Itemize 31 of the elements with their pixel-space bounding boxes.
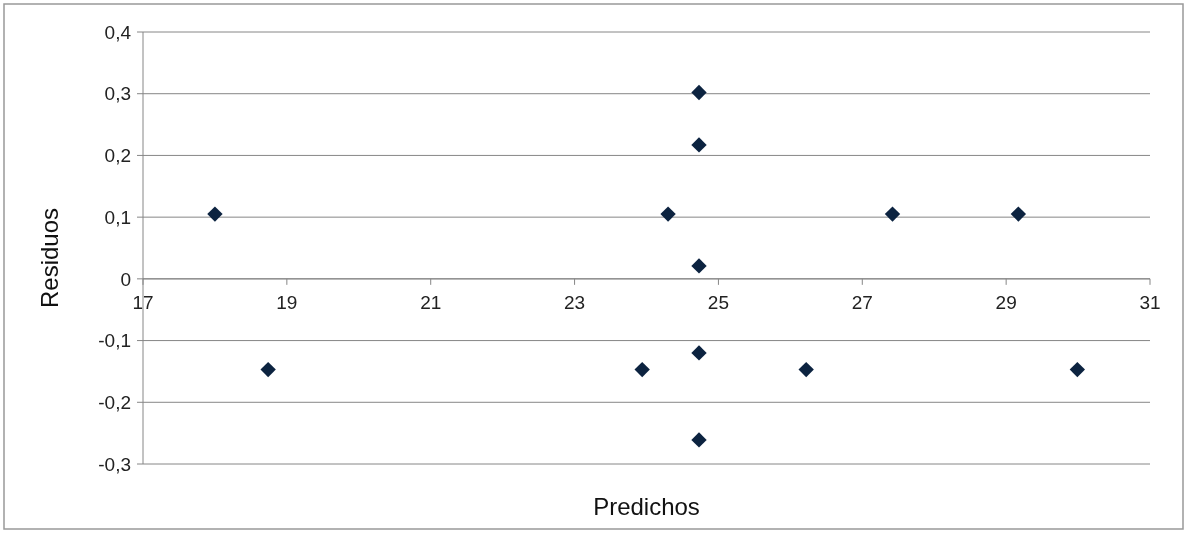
x-tick-label: 23 — [564, 291, 586, 313]
x-axis-title: Predichos — [593, 493, 700, 520]
y-tick-label: 0,3 — [104, 83, 131, 105]
x-tick-label: 19 — [276, 291, 298, 313]
y-tick-label: 0,2 — [104, 145, 131, 167]
point — [691, 84, 707, 101]
x-tick-label: 31 — [1139, 291, 1161, 313]
y-tick-label: 0,4 — [104, 21, 132, 43]
point — [634, 361, 650, 378]
x-tick-label: 25 — [707, 291, 729, 313]
x-tick-label: 17 — [132, 291, 154, 313]
y-tick-label: -0,3 — [98, 453, 131, 475]
x-tick-label: 29 — [995, 291, 1017, 313]
point — [660, 206, 676, 222]
point — [798, 361, 814, 378]
y-tick-label: 0,1 — [104, 206, 131, 228]
point — [260, 361, 276, 378]
x-tick-label: 27 — [851, 291, 873, 313]
point — [1069, 361, 1086, 378]
y-tick-label: 0 — [120, 268, 131, 290]
point — [691, 258, 707, 274]
point — [691, 432, 707, 448]
point — [691, 345, 707, 361]
point — [691, 137, 707, 153]
y-axis-title: Residuos — [36, 207, 63, 309]
point — [1010, 206, 1027, 222]
point — [207, 206, 223, 222]
y-tick-label: -0,1 — [98, 330, 131, 352]
y-tick-label: -0,2 — [98, 391, 131, 413]
point — [884, 206, 901, 222]
x-tick-label: 21 — [420, 291, 442, 313]
